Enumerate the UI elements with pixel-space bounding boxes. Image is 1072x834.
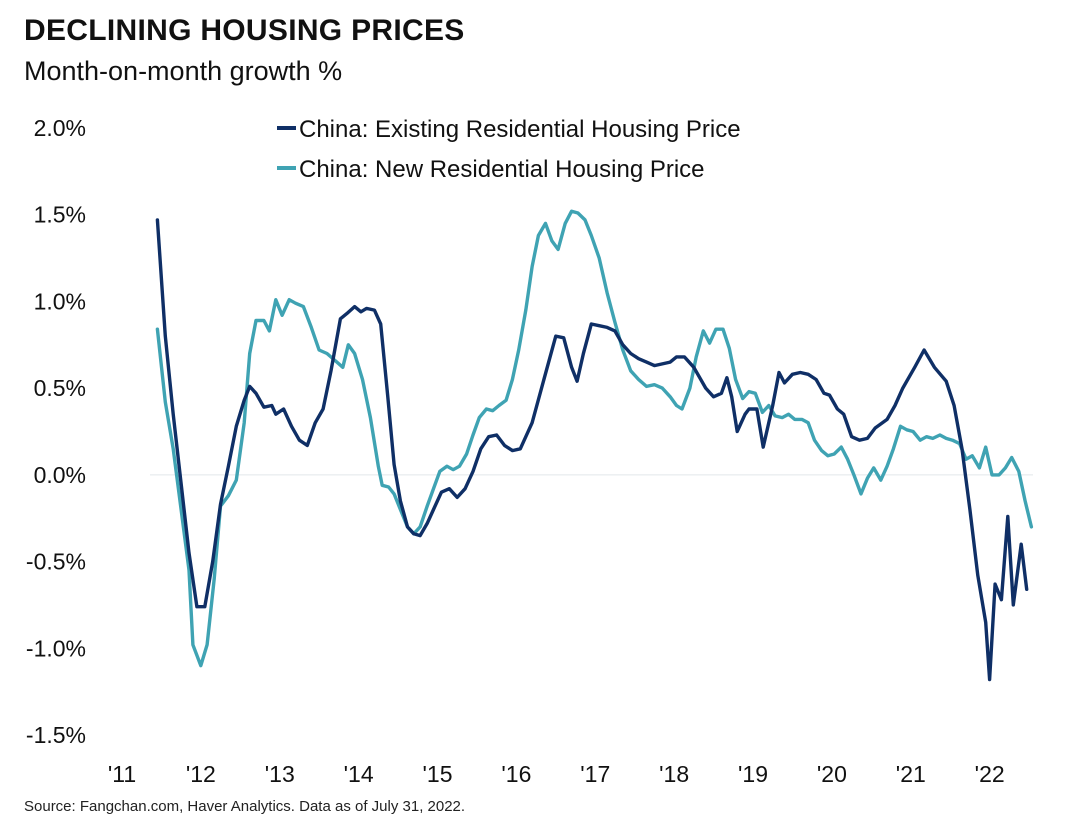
x-tick-label: '19 <box>738 761 768 787</box>
x-tick-label: '17 <box>580 761 610 787</box>
y-tick-label: 1.5% <box>34 202 86 228</box>
x-tick-label: '20 <box>817 761 847 787</box>
x-tick-label: '21 <box>896 761 926 787</box>
y-tick-label: 0.0% <box>34 462 86 488</box>
x-tick-label: '16 <box>501 761 531 787</box>
x-tick-label: '18 <box>659 761 689 787</box>
source-note: Source: Fangchan.com, Haver Analytics. D… <box>24 798 466 815</box>
y-tick-label: 1.0% <box>34 288 86 314</box>
y-tick-label: -1.0% <box>26 635 86 661</box>
x-tick-label: '15 <box>423 761 453 787</box>
series-line-existing <box>155 218 1029 682</box>
y-tick-label: 0.5% <box>34 375 86 401</box>
legend-label: China: Existing Residential Housing Pric… <box>299 116 741 143</box>
y-tick-label: -1.5% <box>26 722 86 748</box>
chart-subtitle: Month-on-month growth % <box>24 56 343 86</box>
y-tick-label: -0.5% <box>26 549 86 575</box>
legend-label: China: New Residential Housing Price <box>299 156 705 183</box>
legend: China: Existing Residential Housing Pric… <box>277 116 741 183</box>
series-line-new <box>155 209 1034 668</box>
y-axis: 2.0% 1.5% 1.0% 0.5% 0.0% -0.5% -1.0% -1.5% <box>26 115 86 748</box>
series-layer <box>155 209 1034 682</box>
x-tick-label: '14 <box>344 761 374 787</box>
x-tick-label: '22 <box>975 761 1005 787</box>
y-tick-label: 2.0% <box>34 115 86 141</box>
x-tick-label: '13 <box>265 761 295 787</box>
x-tick-label: '11 <box>108 761 136 787</box>
chart-title: DECLINING HOUSING PRICES <box>24 14 465 47</box>
x-axis: '11 '12 '13 '14 '15 '16 '17 '18 '19 '20 '21 '22 <box>108 761 1005 787</box>
x-tick-label: '12 <box>186 761 216 787</box>
